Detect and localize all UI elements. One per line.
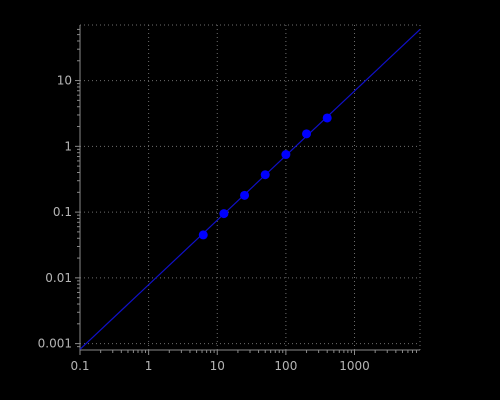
x-tick-label: 0.1 — [70, 359, 89, 373]
fit-line — [79, 28, 421, 350]
data-point — [260, 170, 270, 180]
data-point — [281, 150, 291, 160]
x-tick-label: 10 — [210, 359, 225, 373]
data-point — [219, 209, 229, 219]
data-points — [198, 113, 332, 240]
data-point — [322, 113, 332, 123]
data-point — [198, 230, 208, 240]
x-tick-label: 100 — [274, 359, 297, 373]
data-point — [302, 129, 312, 139]
y-tick-label: 0.1 — [53, 205, 72, 219]
y-tick-label: 10 — [57, 74, 72, 88]
y-tick-label: 1 — [64, 139, 72, 153]
axes — [75, 25, 420, 355]
y-tick-label: 0.01 — [45, 271, 72, 285]
data-point — [240, 190, 250, 200]
x-tick-label: 1 — [145, 359, 153, 373]
fit-line-layer — [79, 28, 421, 350]
tick-labels: 0.1 1 10 100 1000 0.001 0.01 0.1 1 10 — [38, 74, 370, 373]
x-tick-label: 1000 — [339, 359, 370, 373]
grid — [79, 24, 421, 350]
y-tick-label: 0.001 — [38, 337, 72, 351]
